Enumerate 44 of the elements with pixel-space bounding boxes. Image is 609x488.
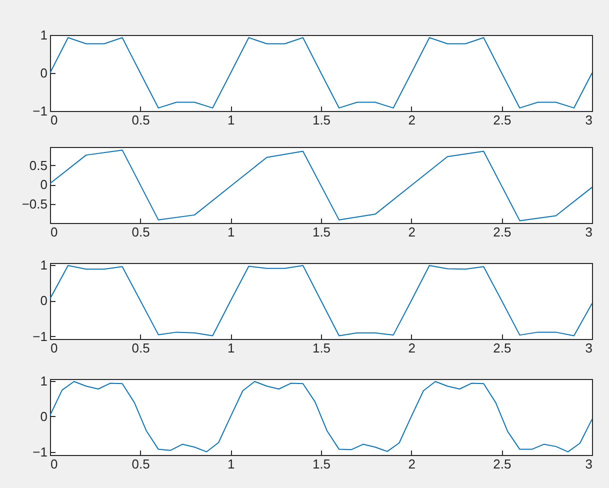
x-tick-label: 0.5: [132, 224, 150, 240]
y-tick-label: 0.5: [29, 158, 48, 173]
x-tick-label: 0: [50, 224, 58, 240]
x-tick-label: 2.5: [493, 340, 512, 356]
x-tick-label: 0: [50, 456, 58, 472]
x-tick-label: 1: [228, 224, 235, 240]
x-tick-label: 0.5: [132, 340, 150, 356]
y-tick-label: −0.5: [22, 196, 48, 212]
line-series: [50, 381, 592, 452]
x-tick-label: 1.5: [312, 224, 331, 240]
y-tick-label: 0: [40, 177, 48, 192]
x-tick-label: 3: [585, 456, 592, 472]
x-tick-label: 2: [408, 340, 416, 356]
y-tick-label: −1: [32, 444, 48, 460]
line-series: [50, 265, 592, 336]
x-tick-label: 1: [228, 340, 235, 356]
x-tick-label: 1.5: [312, 456, 331, 472]
x-tick-label: 3: [585, 224, 592, 240]
x-tick-label: 2.5: [493, 224, 512, 240]
x-tick-label: 2.5: [493, 456, 512, 472]
x-tick-label: 3: [585, 340, 592, 356]
line-series: [50, 150, 592, 222]
x-tick-label: 1: [228, 456, 235, 472]
x-tick-label: 2: [408, 456, 416, 472]
x-tick-label: 1.5: [312, 112, 331, 128]
y-tick-label: 1: [40, 28, 48, 42]
x-tick-label: 1: [228, 112, 235, 128]
y-tick-label: −1: [32, 104, 48, 118]
x-tick-label: 2: [408, 224, 416, 240]
x-tick-label: 1.5: [312, 340, 331, 356]
x-tick-label: 0: [50, 340, 58, 356]
x-tick-label: 0: [50, 112, 58, 128]
y-tick-label: −1: [32, 328, 48, 344]
x-tick-label: 3: [585, 112, 592, 128]
y-tick-label: 0: [40, 66, 48, 80]
x-tick-label: 0.5: [132, 456, 150, 472]
y-tick-label: 1: [40, 373, 48, 388]
y-tick-label: 0: [40, 408, 48, 424]
y-tick-label: 0: [40, 293, 48, 308]
line-series: [50, 37, 592, 108]
y-tick-label: 1: [40, 257, 48, 272]
x-tick-label: 2: [408, 112, 416, 128]
x-tick-label: 2.5: [493, 112, 512, 128]
x-tick-label: 0.5: [132, 112, 150, 128]
